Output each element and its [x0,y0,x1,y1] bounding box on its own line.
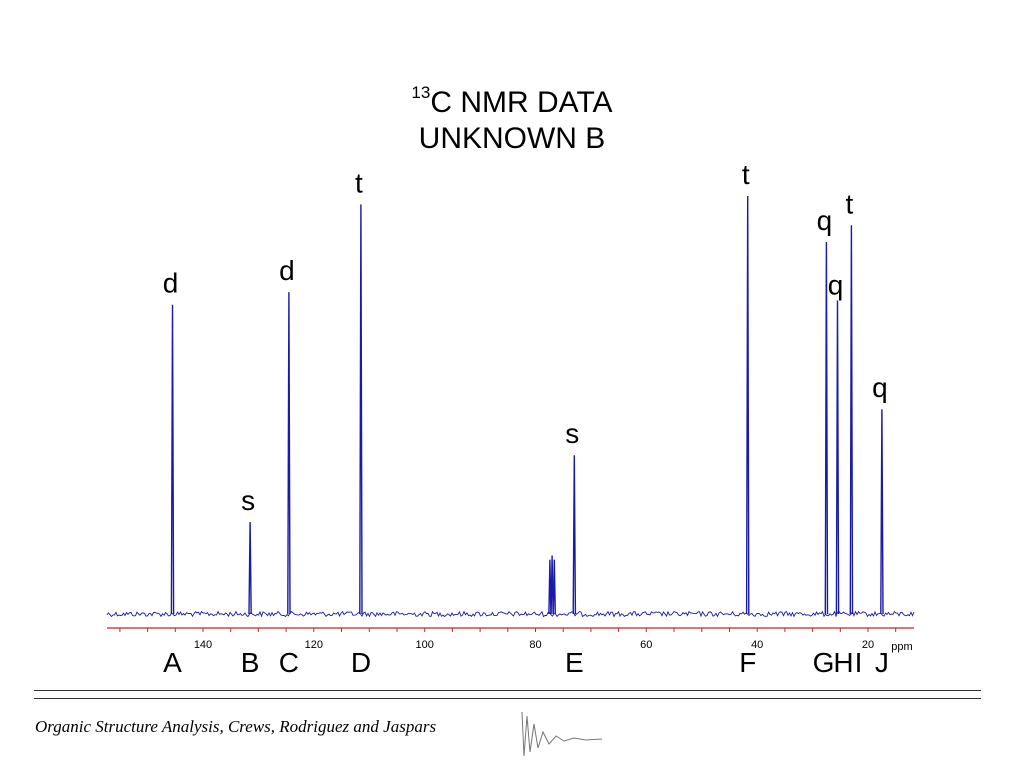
peak-letter-d: D [351,647,371,678]
tick-label-100: 100 [416,639,434,651]
spectrum-layer [106,195,915,618]
tick-label-80: 80 [529,639,541,651]
multiplicity-label-j: q [872,372,888,403]
peak-c [287,292,291,615]
multiplicity-label-g: q [817,205,833,236]
peak-i [849,225,854,615]
footer-credit: Organic Structure Analysis, Crews, Rodri… [35,717,437,736]
multiplicity-label-d: t [355,167,363,198]
multiplicity-label-f: t [742,159,750,190]
peak-a [170,304,175,615]
footer-rule-bottom [34,698,981,699]
peak-b [248,521,252,615]
ppm-axis: 140 120 100 80 60 40 20 ppm [107,627,914,653]
peak-letter-a: A [163,647,182,678]
axis-unit-label: ppm [891,641,912,653]
peak-letter-labels: A B C D E F GH I J [163,647,889,678]
spectrum-baseline [106,610,915,618]
peak-letter-h: H [833,647,853,678]
multiplicity-label-c: d [279,255,295,286]
solvent-peak-3 [552,559,556,615]
tick-label-120: 120 [305,639,323,651]
peak-letter-g: G [813,647,835,678]
title-main: C NMR DATA [430,86,613,119]
solvent-peak-2 [550,555,554,615]
peak-f [745,195,750,615]
solvent-peak-1 [548,559,552,615]
title-line-2: UNKNOWN B [418,122,606,155]
peak-h [835,300,840,615]
fid-wave-icon [521,711,603,757]
title-line-1: 13C NMR DATA [0,78,1024,121]
chart-title: 13C NMR DATA UNKNOWN B [0,78,1024,157]
tick-label-60: 60 [640,639,652,651]
peak-d [359,204,363,615]
multiplicity-label-i: t [845,188,853,219]
footer-rule-top [34,690,981,691]
peak-letter-b: B [241,647,260,678]
tick-label-20: 20 [862,639,874,651]
peak-j [880,409,884,615]
tick-label-40: 40 [751,639,763,651]
peak-letter-f: F [739,647,756,678]
peak-letter-e: E [565,647,584,678]
title-superscript: 13 [411,83,431,102]
peak-e [572,455,577,615]
peak-letter-i: I [855,647,863,678]
multiplicity-label-b: s [241,485,255,516]
multiplicity-label-a: d [163,268,179,299]
peak-g [824,241,829,615]
multiplicity-label-e: s [565,418,579,449]
peak-letter-j: J [875,647,889,678]
tick-label-140: 140 [194,639,212,651]
multiplicity-label-h: q [828,270,844,301]
peak-letter-c: C [279,647,299,678]
